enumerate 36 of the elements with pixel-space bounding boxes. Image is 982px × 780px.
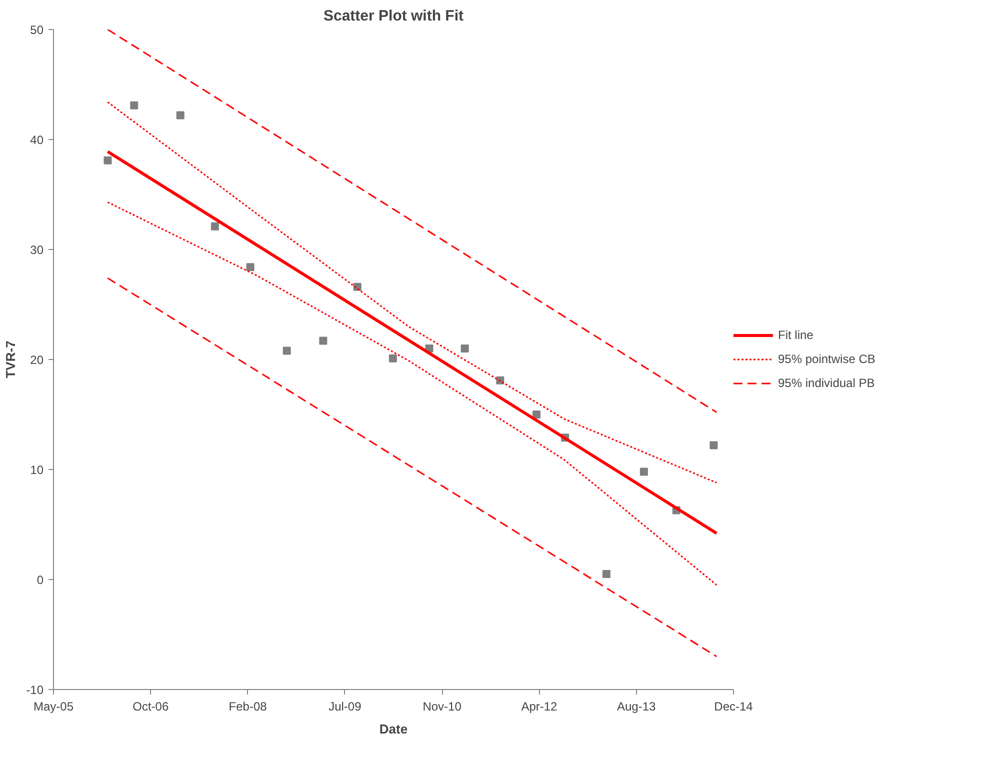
point — [130, 101, 138, 110]
y-tick-label: 40 — [30, 133, 44, 147]
x-tick-label: May-05 — [33, 700, 74, 714]
line-series — [106, 101, 718, 484]
point — [176, 111, 184, 120]
point — [640, 468, 648, 476]
x-tick-label: Apr-12 — [521, 700, 558, 714]
point — [388, 354, 397, 362]
point — [532, 410, 540, 418]
point — [460, 344, 469, 352]
y-tick-label: 30 — [30, 243, 44, 257]
x-tick-label: Nov-10 — [422, 700, 462, 714]
y-tick-label: 50 — [30, 23, 44, 37]
line-series — [106, 201, 718, 586]
x-tick-label: Oct-06 — [132, 700, 169, 714]
x-tick-label: Aug-13 — [617, 700, 656, 714]
x-axis-title: Date — [379, 722, 408, 736]
point — [104, 156, 112, 164]
x-tick-label: Dec-14 — [714, 700, 754, 714]
legend-label: 95% individual PB — [778, 376, 875, 390]
chart-title: Scatter Plot with Fit — [323, 8, 464, 24]
y-axis-title: TVR-7 — [3, 340, 18, 378]
point — [282, 346, 291, 355]
legend-label: 95% pointwise CB — [778, 352, 876, 366]
x-tick-label: Jul-09 — [328, 700, 362, 714]
point — [246, 263, 254, 272]
point — [710, 441, 718, 450]
legend-label: Fit line — [778, 328, 814, 342]
y-tick-label: 20 — [30, 353, 44, 367]
y-tick-label: -10 — [26, 683, 44, 697]
point — [210, 222, 219, 230]
y-tick-label: 10 — [30, 463, 44, 477]
point — [319, 336, 328, 345]
y-tick-label: 0 — [36, 573, 44, 587]
point — [602, 570, 610, 578]
x-tick-label: Feb-08 — [228, 700, 268, 714]
